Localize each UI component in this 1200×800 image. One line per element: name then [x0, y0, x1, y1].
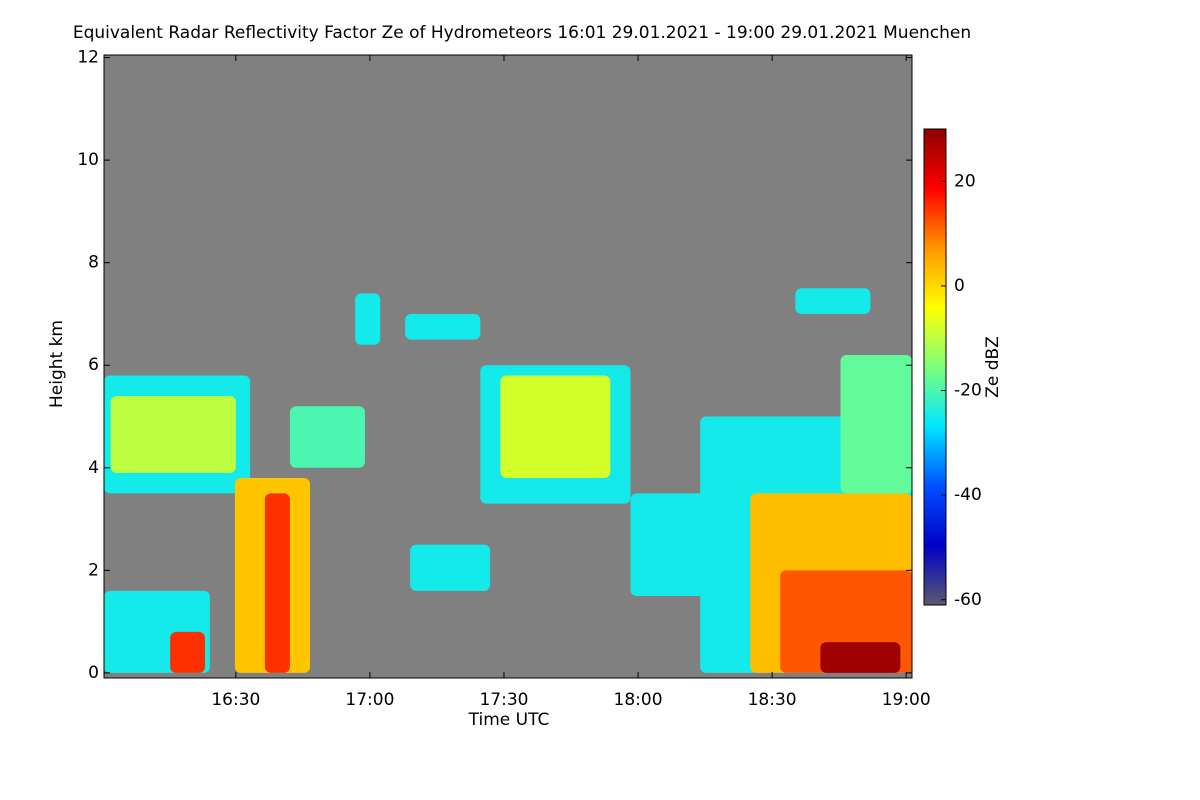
colorbar	[923, 128, 947, 606]
echo-cell	[170, 631, 205, 673]
y-tick-label: 2	[88, 560, 99, 580]
colorbar-tick-label: -40	[954, 485, 982, 505]
x-tick-label: 18:00	[614, 690, 663, 710]
echo-cell	[405, 313, 481, 340]
y-tick-label: 0	[88, 663, 99, 683]
colorbar-label: Ze dBZ	[983, 336, 1003, 398]
echo-cell	[840, 354, 912, 494]
echo-cell	[820, 642, 901, 673]
chart-title: Equivalent Radar Reflectivity Factor Ze …	[73, 23, 971, 43]
echo-cell	[795, 288, 871, 314]
echo-cell	[289, 406, 365, 468]
echo-cell	[500, 375, 611, 479]
y-tick-label: 12	[77, 48, 99, 68]
y-axis-label: Height km	[47, 320, 67, 408]
colorbar-tick-label: -60	[954, 590, 982, 610]
x-tick-label: 17:30	[479, 690, 528, 710]
x-tick-label: 17:00	[345, 690, 394, 710]
y-tick-label: 8	[88, 253, 99, 273]
plot-frame	[103, 54, 913, 679]
x-tick-label: 16:30	[211, 690, 260, 710]
colorbar-tick-label: 20	[954, 171, 976, 191]
x-tick-label: 19:00	[882, 690, 931, 710]
colorbar-tick-label: 0	[954, 276, 965, 296]
colorbar-tick-label: -20	[954, 381, 982, 401]
echo-cell	[110, 395, 236, 473]
x-axis-label: Time UTC	[468, 710, 550, 730]
y-tick-label: 10	[77, 150, 99, 170]
y-tick-label: 6	[88, 355, 99, 375]
echo-cell	[410, 544, 491, 591]
y-tick-label: 4	[88, 458, 99, 478]
echo-cell	[264, 493, 290, 673]
x-tick-label: 18:30	[748, 690, 797, 710]
echo-cell	[355, 293, 381, 345]
